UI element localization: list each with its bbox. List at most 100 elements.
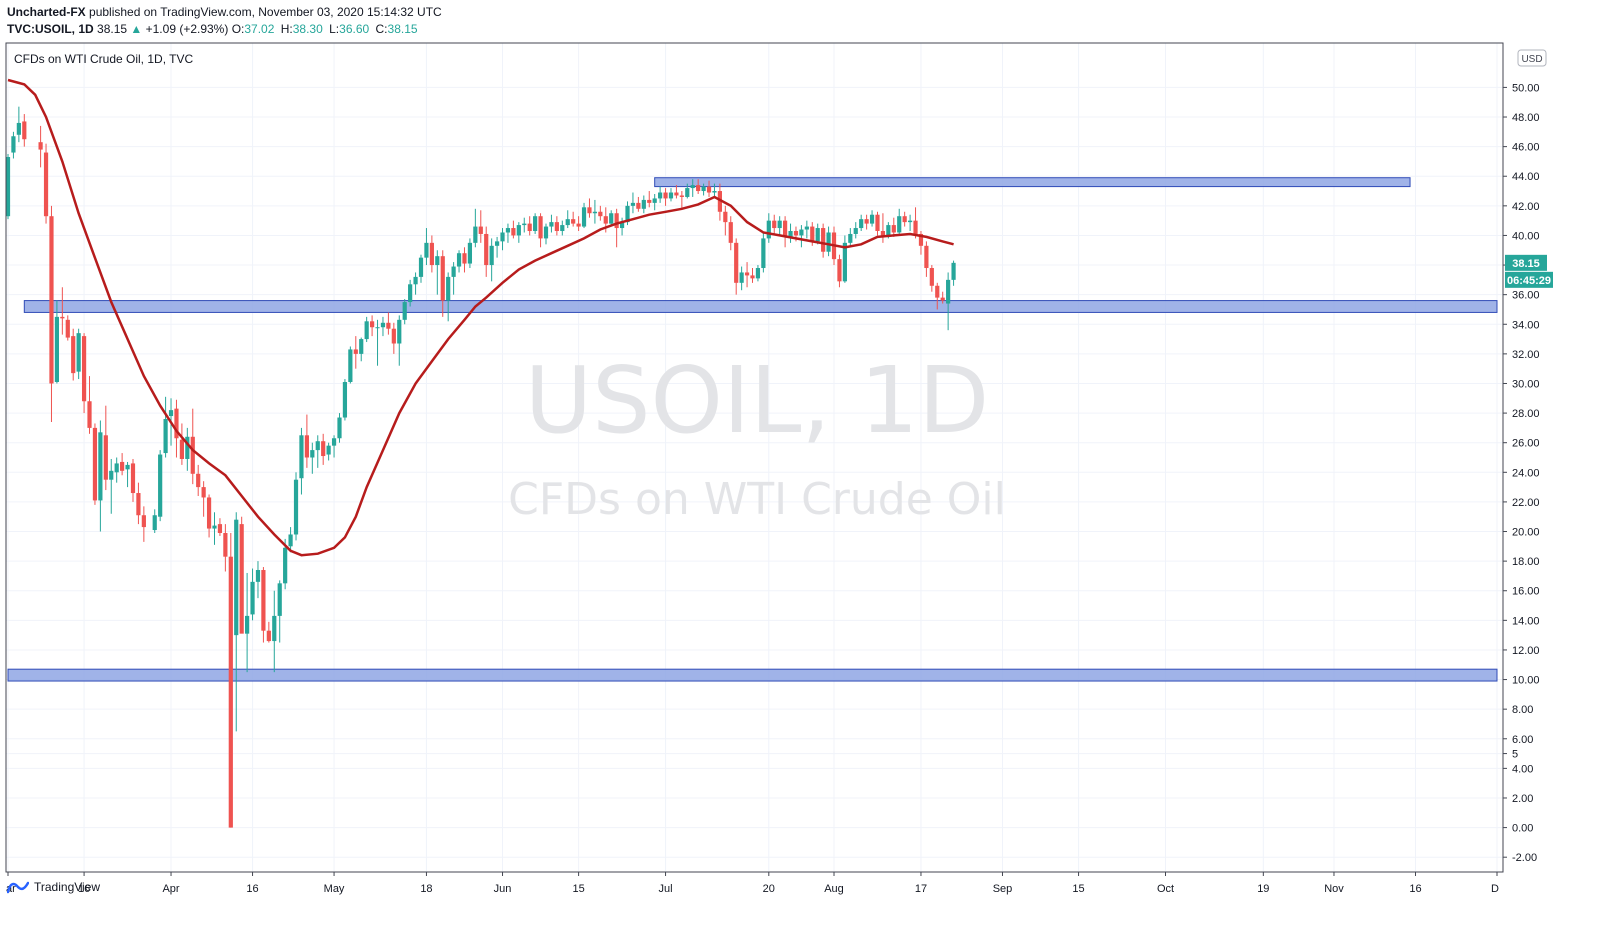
- candle-body: [744, 272, 750, 276]
- price-tick-label: 20.00: [1512, 527, 1540, 539]
- candle: [777, 216, 782, 236]
- candle: [848, 228, 853, 248]
- candle-body: [120, 461, 125, 471]
- candle-body: [223, 532, 228, 557]
- candle-body: [43, 152, 49, 217]
- candle: [560, 220, 565, 236]
- candle-body: [125, 464, 130, 470]
- candle: [114, 457, 119, 483]
- candle-body: [951, 262, 956, 280]
- candle-body: [734, 242, 739, 283]
- price-tick-label: 32.00: [1512, 349, 1540, 361]
- high-value: 38.30: [292, 22, 323, 36]
- candle: [750, 268, 755, 283]
- price-tick-label: 46.00: [1512, 142, 1540, 154]
- candle-body: [494, 241, 500, 246]
- candle: [826, 226, 831, 257]
- brand-label: TradingView: [34, 880, 101, 894]
- candle: [842, 235, 847, 283]
- candle: [456, 250, 462, 273]
- candle: [440, 250, 445, 317]
- price-tick-label: 36.00: [1512, 290, 1540, 302]
- candle-body: [658, 192, 663, 199]
- candle: [413, 272, 418, 295]
- candle-body: [234, 519, 239, 636]
- candle: [804, 220, 809, 239]
- candle: [288, 527, 293, 553]
- candle-body: [228, 556, 233, 828]
- candle-body: [625, 205, 630, 223]
- candle-body: [772, 220, 777, 229]
- candle-body: [685, 188, 690, 197]
- candle: [158, 450, 163, 522]
- candle: [619, 217, 625, 236]
- candle-body: [38, 142, 43, 150]
- candle-body: [22, 121, 27, 140]
- candle-body: [250, 581, 255, 615]
- price-tick-label: 34.00: [1512, 319, 1540, 331]
- time-tick-label: 20: [763, 883, 775, 895]
- candle-body: [565, 219, 570, 226]
- time-tick-label: ar: [6, 883, 16, 895]
- candle: [701, 183, 706, 196]
- candle: [239, 516, 244, 634]
- candle-body: [728, 222, 733, 243]
- candle: [821, 223, 826, 258]
- candle: [935, 282, 940, 310]
- candle: [478, 210, 483, 243]
- candle-body: [804, 226, 809, 230]
- tradingview-brand[interactable]: TradingView: [7, 880, 100, 894]
- candle-body: [576, 223, 581, 227]
- candle: [283, 538, 288, 590]
- candle: [739, 266, 744, 291]
- price-axis[interactable]: -2.00 0.00 2.00 4.00 6.00 8.00 10.00 12.00 14.00…: [1503, 82, 1540, 864]
- time-tick-label: 16: [246, 883, 258, 895]
- candle-body: [152, 515, 157, 531]
- candle: [494, 236, 500, 258]
- candle: [565, 210, 570, 229]
- candle-body: [212, 525, 217, 529]
- candle-body: [255, 570, 261, 582]
- price-tick-label: 42.00: [1512, 201, 1540, 213]
- support-resistance-zone: [7, 668, 1498, 682]
- candle-body: [777, 220, 782, 229]
- candle-body: [369, 321, 375, 328]
- candle: [723, 205, 728, 236]
- candle: [744, 262, 750, 288]
- candle-body: [581, 207, 587, 227]
- candle-body: [598, 211, 603, 217]
- candle: [864, 214, 869, 230]
- published-text: published on TradingView.com, November 0…: [89, 5, 442, 19]
- currency-badge[interactable]: USD: [1517, 49, 1547, 67]
- candle: [641, 195, 646, 214]
- candle-body: [136, 493, 141, 516]
- candle: [522, 217, 527, 233]
- candle-body: [701, 186, 706, 192]
- candle-body: [397, 319, 402, 344]
- time-tick-label: Aug: [824, 883, 844, 895]
- candle: [223, 524, 228, 572]
- candle: [81, 333, 87, 414]
- candle-body: [299, 435, 304, 479]
- candle: [201, 481, 206, 517]
- candle-body: [750, 275, 755, 279]
- candle: [592, 199, 598, 224]
- candle: [103, 405, 108, 491]
- candle: [815, 223, 820, 245]
- candle-body: [810, 226, 815, 242]
- price-change: +1.09 (+2.93%): [145, 22, 229, 36]
- publisher-name[interactable]: Uncharted-FX: [7, 5, 86, 19]
- candle: [538, 213, 543, 248]
- time-axis[interactable]: ar 16 Apr 16 May 18 Jun 15 Jul 20 Aug 17 Sep 15 Oct 19 N…: [6, 872, 1499, 895]
- time-tick-label: Jul: [659, 883, 673, 895]
- candle-body: [141, 515, 146, 528]
- candle: [136, 482, 141, 525]
- candle: [49, 205, 54, 422]
- candle-body: [462, 253, 467, 264]
- candle-body: [418, 257, 424, 277]
- candle: [598, 205, 603, 221]
- candle-body: [446, 276, 451, 301]
- support-resistance-zone: [654, 177, 1411, 188]
- candle-body: [206, 497, 212, 529]
